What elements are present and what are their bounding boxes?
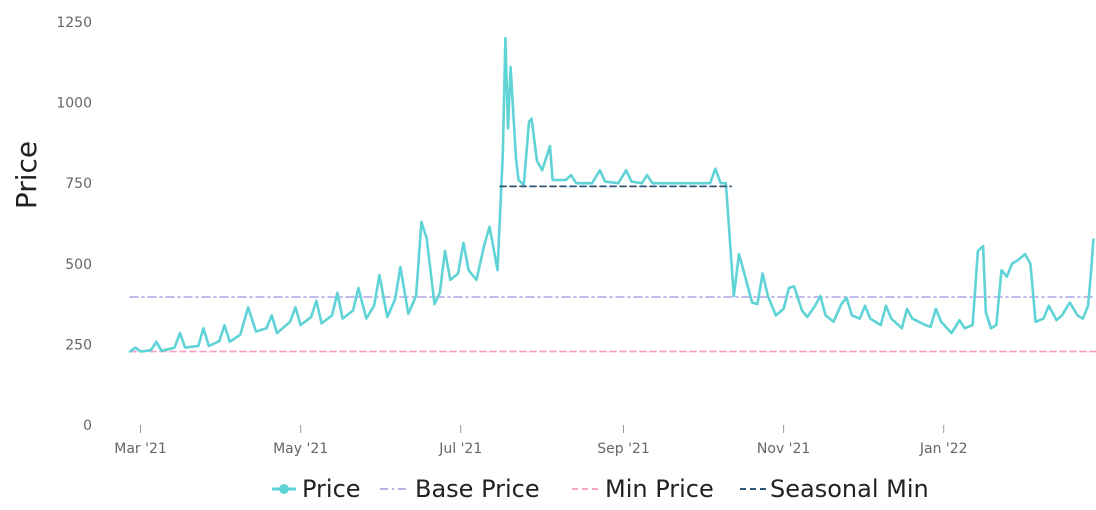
x-tick-label: Jan '22 bbox=[919, 441, 968, 457]
series-layer bbox=[130, 38, 1096, 351]
legend-label: Price bbox=[302, 475, 361, 503]
y-tick-label: 750 bbox=[65, 176, 92, 192]
y-axis-label: Price bbox=[10, 141, 43, 209]
x-tick-label: Nov '21 bbox=[757, 441, 810, 457]
legend-label: Seasonal Min bbox=[770, 475, 929, 503]
y-tick-label: 500 bbox=[65, 257, 92, 273]
legend-item-base-price[interactable]: Base Price bbox=[380, 475, 540, 503]
legend-item-min-price[interactable]: Min Price bbox=[572, 475, 714, 503]
y-tick-label: 1000 bbox=[56, 96, 92, 112]
y-tick-label: 0 bbox=[83, 418, 92, 434]
series-line-price bbox=[130, 38, 1093, 351]
y-axis-ticks: 0 250 500 750 1000 1250 bbox=[56, 15, 92, 434]
legend: Price Base Price Min Price Seasonal Min bbox=[272, 475, 929, 503]
legend-label: Min Price bbox=[605, 475, 714, 503]
x-axis-ticks: Mar '21 May '21 Jul '21 Sep '21 Nov '21 Jan '… bbox=[114, 425, 967, 457]
x-tick-label: Jul '21 bbox=[438, 441, 482, 457]
legend-item-price[interactable]: Price bbox=[272, 475, 361, 503]
x-tick-label: May '21 bbox=[273, 441, 328, 457]
legend-item-seasonal-min[interactable]: Seasonal Min bbox=[740, 475, 929, 503]
y-tick-label: 250 bbox=[65, 337, 92, 353]
x-tick-label: Sep '21 bbox=[597, 441, 650, 457]
legend-label: Base Price bbox=[415, 475, 540, 503]
y-tick-label: 1250 bbox=[56, 15, 92, 31]
x-tick-label: Mar '21 bbox=[114, 441, 167, 457]
legend-marker bbox=[279, 484, 289, 494]
